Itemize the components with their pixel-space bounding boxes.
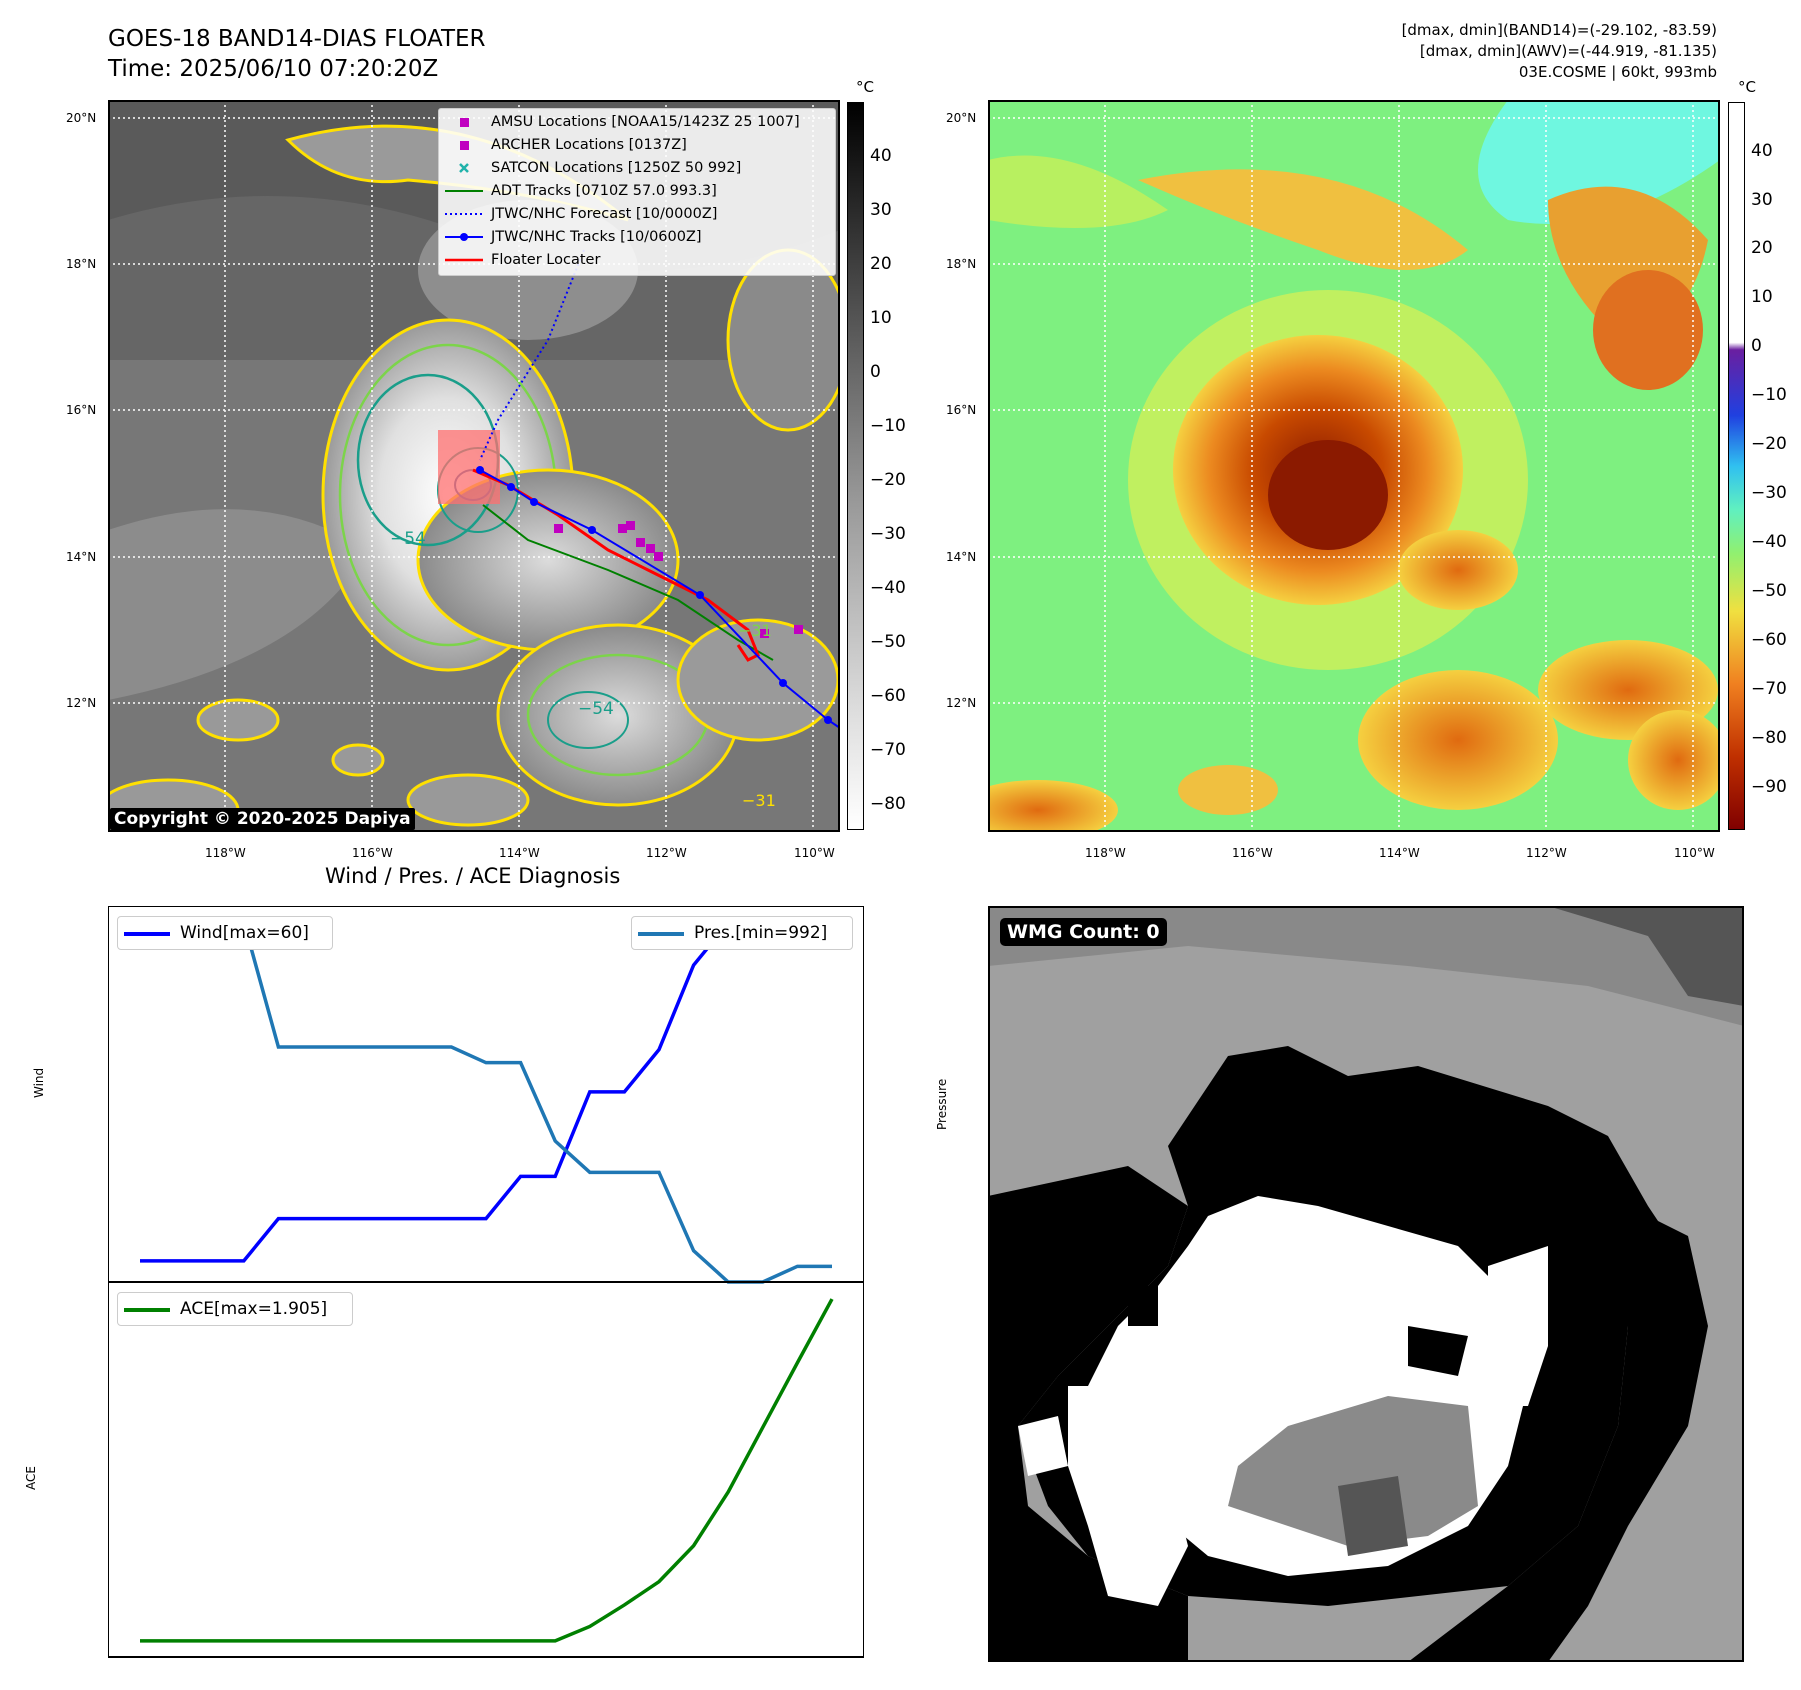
map-gridlines bbox=[988, 100, 1720, 832]
adt-track bbox=[482, 504, 774, 661]
colorbar-tick: −30 bbox=[870, 524, 906, 544]
awv-map-frame bbox=[988, 100, 1720, 832]
lat-label: 14°N bbox=[66, 550, 97, 564]
stat-storm: 03E.COSME | 60kt, 993mb bbox=[1518, 63, 1717, 81]
lat-label: 12°N bbox=[66, 696, 97, 710]
wind-series-line bbox=[140, 921, 832, 1263]
colorbar-tick: −10 bbox=[1751, 385, 1787, 405]
pressure-legend: Pres.[min=992] bbox=[631, 916, 853, 950]
wmg-panel bbox=[988, 906, 1744, 1662]
colorbar-tick: −90 bbox=[1751, 777, 1787, 797]
lat-label: 20°N bbox=[66, 111, 97, 125]
lat-label: 16°N bbox=[946, 403, 977, 417]
pressure-axis-label: Pressure bbox=[935, 1078, 949, 1130]
ace-axis-label: ACE bbox=[24, 1466, 38, 1490]
colorbar-tick: −30 bbox=[1751, 483, 1787, 503]
contour-label: −31 bbox=[742, 791, 776, 810]
colorbar-tick: −70 bbox=[870, 740, 906, 760]
colorbar-tick: 40 bbox=[870, 146, 892, 166]
colorbar-tick: 30 bbox=[1751, 190, 1773, 210]
colorbar-tick: 30 bbox=[870, 200, 892, 220]
colorbar-tick: −50 bbox=[870, 632, 906, 652]
lon-label: 118°W bbox=[1085, 846, 1126, 860]
ace-plot: 2.001.751.501.251.000.750.500.250.00 bbox=[140, 1298, 834, 1643]
colorbar-tick: 40 bbox=[1751, 141, 1773, 161]
colorbar-tick: −50 bbox=[1751, 581, 1787, 601]
figure-title: GOES-18 BAND14-DIAS FLOATER bbox=[108, 26, 486, 52]
lat-label: 20°N bbox=[946, 111, 977, 125]
lon-label: 114°W bbox=[499, 846, 540, 860]
colorbar-tick: −80 bbox=[1751, 728, 1787, 748]
wind-axis-label: Wind bbox=[32, 1067, 46, 1098]
diagnosis-title: Wind / Pres. / ACE Diagnosis bbox=[325, 864, 621, 888]
colorbar-unit: °C bbox=[1738, 78, 1756, 96]
lon-label: 116°W bbox=[1232, 846, 1273, 860]
stat-band14: [dmax, dmin](BAND14)=(-29.102, -83.59) bbox=[1401, 21, 1717, 39]
colorbar-unit: °C bbox=[856, 78, 874, 96]
pressure-series-line bbox=[140, 919, 832, 1284]
ace-frame bbox=[108, 1281, 864, 1658]
awv-map-panel bbox=[958, 100, 1728, 840]
lon-label: 112°W bbox=[1526, 846, 1567, 860]
awv-colorbar bbox=[1728, 102, 1745, 830]
colorbar-tick: 20 bbox=[870, 254, 892, 274]
best-track bbox=[479, 469, 841, 729]
diagnosis-chart: 60504030201015101010051000995 2.001.751.… bbox=[108, 906, 864, 1658]
contour-label: −31 bbox=[738, 621, 772, 640]
colorbar-tick: −80 bbox=[870, 794, 906, 814]
ir-colorbar bbox=[847, 102, 864, 830]
copyright-badge: Copyright © 2020-2025 Dapiya bbox=[110, 808, 415, 830]
contour-label: −54 bbox=[578, 699, 614, 719]
lon-label: 118°W bbox=[205, 846, 246, 860]
lat-label: 18°N bbox=[946, 257, 977, 271]
lat-label: 14°N bbox=[946, 550, 977, 564]
colorbar-tick: −20 bbox=[870, 470, 906, 490]
contour-label: −54 bbox=[390, 529, 426, 549]
floater-locater-box bbox=[438, 430, 500, 504]
lon-label: 112°W bbox=[646, 846, 687, 860]
wmg-frame bbox=[988, 906, 1744, 1662]
best-track-points bbox=[476, 466, 832, 724]
lon-label: 114°W bbox=[1379, 846, 1420, 860]
colorbar-tick: 10 bbox=[1751, 287, 1773, 307]
lon-label: 110°W bbox=[1674, 846, 1715, 860]
wmg-count-badge: WMG Count: 0 bbox=[1000, 918, 1167, 946]
lon-label: 110°W bbox=[794, 846, 835, 860]
lat-label: 12°N bbox=[946, 696, 977, 710]
colorbar-tick: 0 bbox=[870, 362, 881, 382]
colorbar-tick: −40 bbox=[870, 578, 906, 598]
ace-series-line bbox=[140, 1298, 834, 1643]
map-legend: AMSU Locations [NOAA15/1423Z 25 1007] AR… bbox=[438, 108, 836, 276]
colorbar-tick: 0 bbox=[1751, 336, 1762, 356]
awv-map-image bbox=[958, 100, 1728, 840]
colorbar-tick: 20 bbox=[1751, 238, 1773, 258]
amsu-archer-points bbox=[554, 521, 803, 638]
stat-awv: [dmax, dmin](AWV)=(-44.919, -81.135) bbox=[1419, 42, 1717, 60]
wind-pressure-frame bbox=[108, 906, 864, 1283]
figure-time: Time: 2025/06/10 07:20:20Z bbox=[108, 56, 439, 82]
colorbar-tick: −60 bbox=[870, 686, 906, 706]
lon-label: 116°W bbox=[352, 846, 393, 860]
colorbar-tick: −40 bbox=[1751, 532, 1787, 552]
wind-pressure-plot: 60504030201015101010051000995 bbox=[140, 919, 832, 1284]
ace-legend: ACE[max=1.905] bbox=[117, 1292, 353, 1326]
wmg-image bbox=[988, 906, 1744, 1662]
lat-label: 18°N bbox=[66, 257, 97, 271]
ir-map-frame bbox=[108, 100, 840, 832]
lat-label: 16°N bbox=[66, 403, 97, 417]
colorbar-tick: 10 bbox=[870, 308, 892, 328]
colorbar-tick: −70 bbox=[1751, 679, 1787, 699]
wind-legend: Wind[max=60] bbox=[117, 916, 333, 950]
colorbar-tick: −10 bbox=[870, 416, 906, 436]
colorbar-tick: −60 bbox=[1751, 630, 1787, 650]
colorbar-tick: −20 bbox=[1751, 434, 1787, 454]
